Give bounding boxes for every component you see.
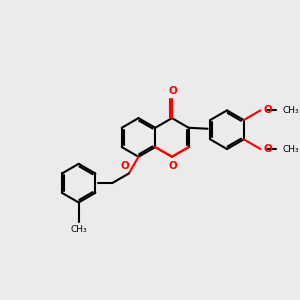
Text: CH₃: CH₃	[283, 106, 299, 115]
Text: O: O	[120, 161, 129, 171]
Text: CH₃: CH₃	[70, 225, 87, 234]
Text: O: O	[169, 160, 177, 171]
Text: CH₃: CH₃	[283, 145, 299, 154]
Text: O: O	[263, 144, 272, 154]
Text: O: O	[169, 86, 177, 96]
Text: O: O	[263, 105, 272, 116]
